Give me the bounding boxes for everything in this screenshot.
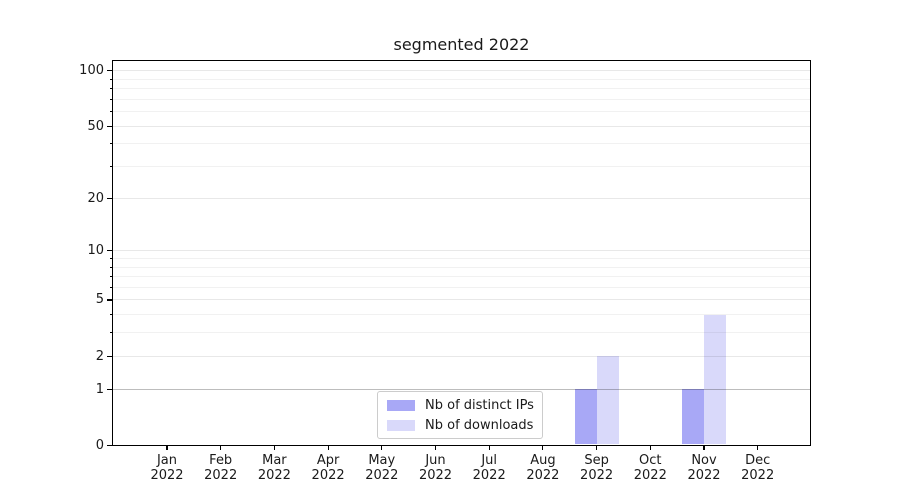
y-tick-minor <box>109 314 112 316</box>
x-tick-label: Jul 2022 <box>472 453 506 483</box>
y-tick <box>107 70 112 72</box>
legend-label-downloads: Nb of downloads <box>425 417 534 433</box>
x-tick-label: Apr 2022 <box>311 453 345 483</box>
x-tick <box>649 445 651 450</box>
y-tick-minor <box>109 78 112 80</box>
y-tick-minor <box>109 166 112 168</box>
y-tick <box>107 444 112 447</box>
y-gridline-minor <box>113 286 810 288</box>
y-gridline-minor <box>113 276 810 278</box>
x-tick <box>434 445 437 450</box>
y-tick-minor <box>109 111 112 113</box>
x-tick-label: Jun 2022 <box>418 453 453 483</box>
bar-downloads <box>596 356 619 445</box>
x-tick <box>703 445 705 450</box>
y-gridline-major <box>113 250 810 252</box>
x-tick <box>166 445 168 450</box>
x-tick-label: Sep 2022 <box>580 453 614 483</box>
y-tick-minor <box>109 88 112 90</box>
y-tick <box>107 388 112 390</box>
y-gridline-major <box>113 388 810 390</box>
x-tick-label: Mar 2022 <box>257 453 291 483</box>
x-tick-label: May 2022 <box>365 453 399 483</box>
y-gridline-major <box>113 70 810 72</box>
y-tick-minor <box>109 276 112 278</box>
bar-downloads <box>704 314 726 445</box>
y-gridline-major <box>113 355 810 357</box>
y-tick-minor <box>109 266 112 268</box>
y-tick <box>107 125 112 127</box>
x-tick-label: Oct 2022 <box>633 453 667 483</box>
y-tick-minor <box>109 143 112 145</box>
x-tick <box>327 445 329 450</box>
y-gridline-major <box>113 197 810 199</box>
y-tick <box>107 197 112 199</box>
plot-area <box>112 60 811 446</box>
y-gridline-minor <box>113 266 810 268</box>
y-tick-label: 2 <box>95 348 104 364</box>
y-tick-minor <box>109 332 112 334</box>
y-tick-label: 1 <box>95 381 104 397</box>
y-gridline-minor <box>113 143 810 145</box>
legend-item-distinct-ips: Nb of distinct IPs <box>387 397 534 413</box>
legend-swatch-distinct-ips <box>387 399 415 411</box>
bar-distinct-ips <box>574 389 597 445</box>
y-tick-label: 100 <box>79 63 104 79</box>
x-tick-label: Nov 2022 <box>687 453 721 483</box>
chart-title: segmented 2022 <box>393 35 530 54</box>
y-tick-minor <box>109 98 112 100</box>
y-tick-label: 50 <box>87 118 104 134</box>
y-gridline-minor <box>113 88 810 90</box>
y-tick-label: 0 <box>95 438 104 453</box>
legend: Nb of distinct IPs Nb of downloads <box>377 391 543 439</box>
y-gridline-minor <box>113 332 810 334</box>
x-tick <box>381 445 383 450</box>
y-tick <box>107 250 112 252</box>
legend-label-distinct-ips: Nb of distinct IPs <box>425 397 534 413</box>
bar-distinct-ips <box>682 389 704 445</box>
legend-item-downloads: Nb of downloads <box>387 417 533 433</box>
y-gridline-minor <box>113 98 810 100</box>
x-tick-label: Jan 2022 <box>150 453 184 483</box>
y-gridline-minor <box>113 166 810 168</box>
y-tick <box>107 355 112 357</box>
x-tick-label: Aug 2022 <box>526 453 560 483</box>
y-gridline-major <box>113 125 810 127</box>
y-tick <box>107 299 112 301</box>
y-gridline-minor <box>113 258 810 259</box>
y-tick-minor <box>109 258 112 259</box>
x-tick <box>542 445 544 450</box>
y-gridline-minor <box>113 111 810 113</box>
x-tick <box>273 445 275 450</box>
y-tick-label: 5 <box>95 292 104 308</box>
y-gridline-major <box>113 299 810 301</box>
y-tick-label: 20 <box>87 190 104 206</box>
x-tick <box>220 445 222 450</box>
y-gridline-minor <box>113 314 810 316</box>
x-tick <box>488 445 490 450</box>
y-gridline-minor <box>113 78 810 80</box>
y-tick-minor <box>109 286 112 288</box>
y-tick-label: 10 <box>87 243 104 259</box>
x-tick <box>757 445 759 450</box>
legend-swatch-downloads <box>387 419 415 431</box>
x-tick <box>596 445 598 450</box>
x-tick-label: Feb 2022 <box>204 453 238 483</box>
x-tick-label: Dec 2022 <box>741 453 775 483</box>
